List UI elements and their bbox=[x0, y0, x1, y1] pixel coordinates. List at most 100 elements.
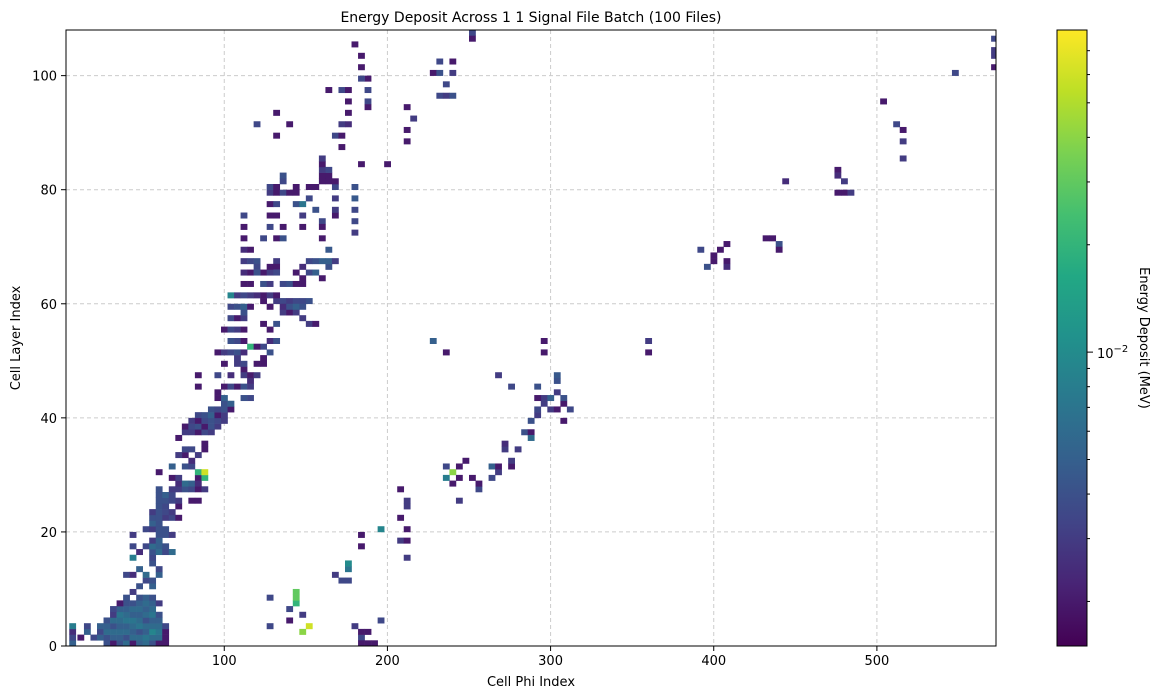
heatmap-cell bbox=[221, 326, 228, 333]
heatmap-cell bbox=[116, 600, 124, 607]
heatmap-cell bbox=[123, 606, 130, 613]
heatmap-cell bbox=[279, 178, 287, 185]
heatmap-cell bbox=[116, 628, 124, 635]
heatmap-cell bbox=[723, 241, 731, 248]
heatmap-cell bbox=[318, 166, 326, 173]
heatmap-cell bbox=[331, 258, 339, 265]
heatmap-cell bbox=[358, 531, 365, 538]
heatmap-cell bbox=[123, 617, 130, 624]
heatmap-cell bbox=[645, 349, 653, 356]
heatmap-cell bbox=[312, 206, 320, 213]
heatmap-cell bbox=[338, 121, 346, 128]
heatmap-cell bbox=[462, 457, 470, 464]
heatmap-cell bbox=[397, 486, 405, 493]
heatmap-cell bbox=[149, 514, 157, 521]
colorbar-tick-label: 10−2 bbox=[1097, 344, 1128, 362]
heatmap-cell bbox=[260, 343, 267, 350]
heatmap-cell bbox=[325, 246, 333, 253]
heatmap-cell bbox=[155, 634, 163, 641]
heatmap-cell bbox=[266, 212, 274, 219]
heatmap-cell bbox=[168, 549, 176, 556]
y-axis-ticks: 0 20 40 60 80 100 bbox=[32, 70, 66, 655]
heatmap-cell bbox=[305, 184, 313, 190]
heatmap-cell bbox=[162, 526, 170, 533]
heatmap-cell bbox=[175, 497, 183, 504]
heatmap-cell bbox=[331, 212, 339, 219]
heatmap-cell bbox=[240, 235, 248, 242]
heatmap-cell bbox=[155, 497, 163, 504]
heatmap-cell bbox=[155, 492, 163, 498]
heatmap-cell bbox=[83, 623, 91, 630]
heatmap-cell bbox=[469, 474, 476, 481]
heatmap-cell bbox=[247, 303, 254, 310]
heatmap-cell bbox=[429, 69, 437, 76]
heatmap-cell bbox=[240, 303, 248, 310]
heatmap-cell bbox=[841, 189, 848, 196]
heatmap-cell bbox=[508, 457, 515, 464]
heatmap-cell bbox=[469, 30, 476, 36]
y-tick-label: 20 bbox=[40, 526, 57, 541]
heatmap-cell bbox=[292, 303, 300, 310]
heatmap-cell bbox=[201, 412, 209, 419]
heatmap-cell bbox=[116, 640, 124, 646]
heatmap-cell bbox=[364, 98, 372, 105]
heatmap-cell bbox=[155, 543, 163, 550]
heatmap-cell bbox=[201, 474, 209, 481]
heatmap-cell bbox=[227, 383, 235, 390]
heatmap-cell bbox=[149, 549, 157, 556]
heatmap-cell bbox=[514, 446, 522, 453]
heatmap-cell bbox=[436, 69, 444, 76]
heatmap-cell bbox=[142, 600, 150, 607]
heatmap-cell bbox=[358, 543, 365, 550]
heatmap-cell bbox=[155, 509, 163, 516]
heatmap-cell bbox=[142, 634, 150, 641]
heatmap-cell bbox=[175, 486, 183, 493]
heatmap-cell bbox=[227, 349, 235, 356]
heatmap-cell bbox=[305, 269, 313, 276]
x-tick-label: 300 bbox=[538, 654, 563, 669]
heatmap-cell bbox=[129, 531, 137, 538]
heatmap-cell bbox=[123, 640, 130, 646]
heatmap-cell bbox=[162, 623, 170, 630]
heatmap-cell bbox=[292, 269, 300, 276]
heatmap-cell bbox=[475, 486, 483, 493]
heatmap-cell bbox=[123, 623, 130, 630]
heatmap-cell bbox=[312, 269, 320, 276]
heatmap-cell bbox=[338, 132, 346, 139]
heatmap-cell bbox=[240, 280, 248, 287]
heatmap-cell bbox=[240, 395, 248, 402]
heatmap-cell bbox=[110, 611, 117, 618]
heatmap-cell bbox=[227, 372, 235, 379]
heatmap-cell bbox=[110, 617, 117, 624]
heatmap-cell bbox=[286, 298, 294, 305]
heatmap-cell bbox=[103, 623, 111, 630]
heatmap-cell bbox=[279, 280, 287, 287]
heatmap-cell bbox=[260, 280, 267, 287]
heatmap-cell bbox=[455, 474, 463, 481]
heatmap-cell bbox=[775, 246, 783, 253]
heatmap-cell bbox=[194, 423, 202, 430]
heatmap-cell bbox=[136, 600, 143, 607]
heatmap-cell bbox=[188, 480, 196, 487]
heatmap-cell bbox=[279, 235, 287, 242]
heatmap-cell bbox=[534, 383, 542, 390]
heatmap-cell bbox=[553, 406, 561, 413]
heatmap-cell bbox=[103, 634, 111, 641]
heatmap-cell bbox=[436, 58, 444, 65]
heatmap-cell bbox=[521, 429, 529, 436]
heatmap-cell bbox=[325, 172, 333, 179]
heatmap-cell bbox=[129, 554, 137, 561]
heatmap-cell bbox=[331, 178, 339, 185]
heatmap-cell bbox=[155, 531, 163, 538]
heatmap-cell bbox=[175, 503, 183, 510]
heatmap-cell bbox=[201, 446, 209, 453]
heatmap-cell bbox=[149, 554, 157, 561]
colorbar-gradient bbox=[1056, 29, 1088, 647]
heatmap-cell bbox=[207, 423, 215, 430]
heatmap-cell bbox=[345, 87, 352, 94]
heatmap-cell bbox=[899, 126, 907, 133]
heatmap-cell bbox=[540, 395, 548, 402]
heatmap-cell bbox=[273, 292, 281, 299]
heatmap-cell bbox=[194, 480, 202, 487]
heatmap-cell bbox=[880, 98, 887, 105]
